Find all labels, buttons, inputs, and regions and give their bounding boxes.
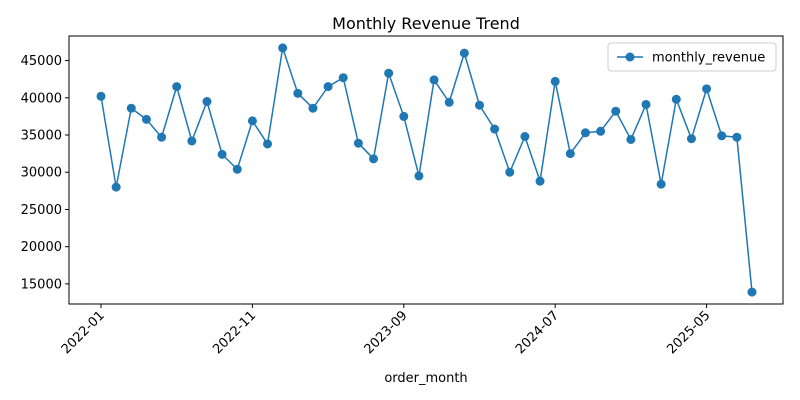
y-tick-label: 45000 (21, 54, 62, 69)
data-point-2024-08 (565, 149, 575, 159)
data-point-2022-08 (202, 97, 212, 107)
data-point-2025-07 (732, 132, 742, 142)
data-point-2023-05 (338, 73, 348, 83)
data-point-2022-12 (263, 139, 273, 149)
data-point-2022-06 (172, 82, 182, 92)
series-line-monthly-revenue (100, 47, 753, 293)
data-point-2024-06 (535, 176, 545, 186)
y-tick-label: 40000 (21, 91, 62, 106)
data-point-2024-10 (596, 126, 606, 136)
legend-marker-sample (625, 52, 635, 62)
data-point-2024-03 (490, 124, 500, 134)
data-point-2025-03 (671, 94, 681, 104)
data-point-2023-11 (429, 75, 439, 85)
y-tick-label: 15000 (21, 277, 62, 292)
data-point-2024-05 (520, 132, 530, 141)
data-point-2022-10 (232, 164, 242, 174)
data-point-2023-12 (444, 97, 454, 107)
data-point-2022-09 (217, 149, 227, 159)
legend: monthly_revenue (607, 42, 777, 72)
data-point-2025-02 (656, 179, 666, 189)
data-point-2025-06 (717, 131, 727, 141)
data-point-2024-09 (580, 128, 590, 138)
data-point-2022-04 (141, 114, 151, 124)
data-point-2024-11 (611, 106, 621, 116)
y-tick-label: 20000 (21, 240, 62, 255)
chart-title: Monthly Revenue Trend (332, 14, 520, 33)
data-point-2022-01 (96, 91, 106, 101)
plot-frame (68, 35, 784, 305)
data-point-2025-01 (641, 99, 651, 109)
data-point-2024-12 (626, 134, 636, 144)
y-tick-label: 35000 (21, 129, 62, 144)
data-point-2024-02 (474, 100, 484, 110)
data-point-2023-10 (414, 171, 424, 181)
data-point-2023-02 (293, 88, 303, 98)
data-point-2024-07 (550, 76, 560, 86)
data-point-2022-07 (187, 136, 197, 146)
data-point-2023-08 (384, 68, 394, 78)
y-tick-label: 25000 (21, 203, 62, 218)
data-point-2025-05 (702, 84, 712, 94)
plot-area (96, 43, 757, 297)
data-point-2023-03 (308, 103, 318, 113)
data-point-2022-02 (111, 182, 121, 192)
data-point-2024-04 (505, 167, 515, 177)
y-axis: 15000 20000 25000 30000 35000 40000 45000 (21, 54, 69, 292)
data-point-2023-07 (369, 154, 379, 164)
data-point-2023-09 (399, 111, 409, 121)
legend-box (607, 42, 777, 72)
data-point-2024-01 (459, 48, 469, 58)
y-tick-label: 30000 (21, 166, 62, 181)
x-axis-title: order_month (384, 371, 467, 386)
data-point-2022-03 (126, 103, 136, 113)
data-point-2023-04 (323, 82, 333, 92)
data-point-2022-05 (157, 132, 167, 142)
data-point-2025-08 (747, 287, 757, 297)
data-point-2022-11 (247, 116, 257, 126)
data-point-2023-06 (353, 138, 363, 148)
data-point-2023-01 (278, 43, 288, 53)
legend-label: monthly_revenue (652, 51, 765, 66)
data-point-2025-04 (686, 134, 696, 144)
